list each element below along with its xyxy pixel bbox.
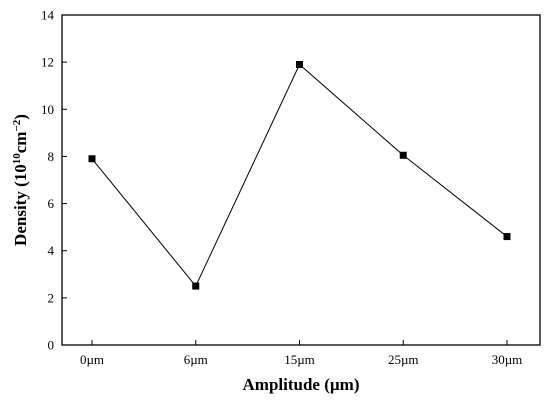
y-tick-label: 6	[48, 196, 55, 211]
plot-frame	[61, 14, 541, 346]
data-point-marker	[192, 282, 200, 290]
y-tick-label: 4	[48, 243, 55, 258]
y-tick-label: 12	[41, 55, 54, 70]
y-tick-label: 10	[41, 102, 54, 117]
data-point-marker	[88, 155, 96, 163]
x-axis-title: Amplitude (µm)	[243, 375, 360, 394]
series-markers	[88, 61, 511, 290]
y-tick-label: 2	[48, 290, 55, 305]
x-tick-label: 25µm	[388, 352, 419, 367]
data-point-marker	[296, 61, 303, 68]
y-axis-ticks: 0 2 4 6 8 10 12 14	[41, 8, 67, 353]
data-point-marker	[503, 233, 511, 241]
x-tick-label: 30µm	[492, 352, 523, 367]
y-tick-label: 14	[41, 8, 55, 23]
series-line	[91, 63, 508, 288]
y-tick-label: 0	[48, 338, 55, 353]
y-axis-title: Density (1010cm−2)	[11, 114, 30, 246]
x-tick-label: 6µm	[184, 352, 208, 367]
x-axis-ticks: 0µm 6µm 15µm 25µm 30µm	[80, 340, 522, 367]
y-tick-label: 8	[48, 149, 55, 164]
x-tick-label: 15µm	[284, 352, 315, 367]
x-tick-label: 0µm	[80, 352, 104, 367]
data-point-marker	[399, 151, 407, 159]
